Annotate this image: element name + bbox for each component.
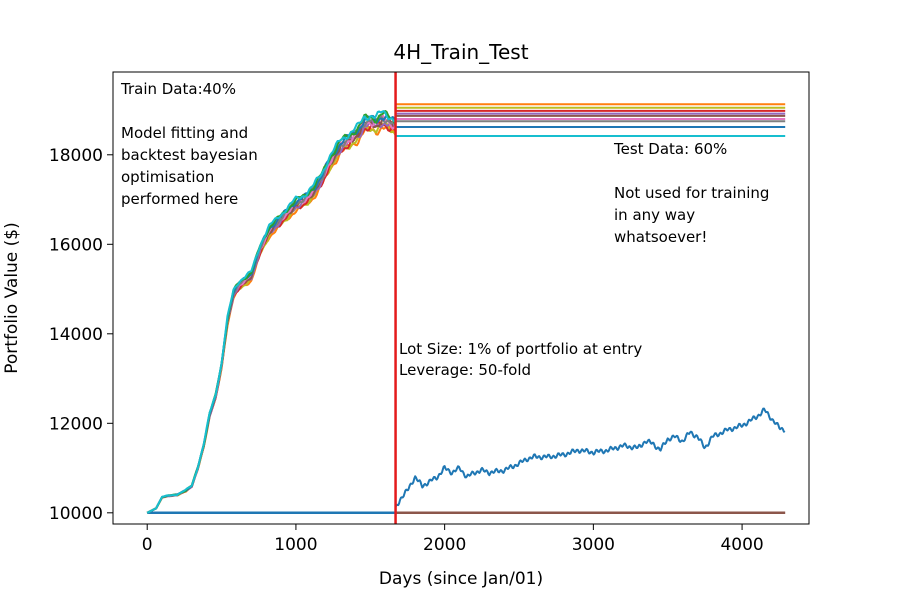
x-tick-label-1: 1000	[274, 535, 317, 555]
annotation-train-line-4: optimisation	[121, 168, 214, 186]
annotation-train-line-2: Model fitting and	[121, 124, 248, 142]
annotation-train-line-3: backtest bayesian	[121, 146, 258, 164]
train-series-9	[146, 110, 396, 514]
annotation-lot-line-1: Leverage: 50-fold	[399, 361, 531, 379]
y-tick-label-4: 18000	[49, 146, 103, 166]
x-tick-label-2: 2000	[423, 535, 466, 555]
y-tick-label-0: 10000	[49, 504, 103, 524]
annotation-train-line-5: performed here	[121, 190, 238, 208]
series-layer	[146, 72, 786, 524]
annotation-layer: Train Data:40% Model fitting and backtest …	[120, 80, 769, 379]
axis-layer: 0 1000 2000 3000 4000 10000 12000 14000 16000 180…	[49, 146, 764, 555]
annotation-test-line-3: in any way	[614, 206, 695, 224]
annotation-test-line-0: Test Data: 60%	[613, 140, 727, 158]
x-axis-label: Days (since Jan/01)	[379, 569, 543, 589]
y-axis-label: Portfolio Value ($)	[2, 222, 22, 374]
y-tick-label-1: 12000	[49, 414, 103, 434]
annotation-lot-line-0: Lot Size: 1% of portfolio at entry	[399, 340, 642, 358]
annotation-test-line-2: Not used for training	[614, 184, 769, 202]
x-tick-label-3: 3000	[572, 535, 615, 555]
annotation-test-line-4: whatsoever!	[614, 228, 707, 246]
x-tick-label-4: 4000	[720, 535, 763, 555]
annotation-train-line-0: Train Data:40%	[120, 80, 236, 98]
test-series-line	[394, 407, 786, 508]
plot-frame	[112, 71, 810, 525]
chart-title: 4H_Train_Test	[393, 40, 528, 64]
y-tick-label-3: 16000	[49, 235, 103, 255]
x-tick-label-0: 0	[142, 535, 153, 555]
y-tick-label-2: 14000	[49, 325, 103, 345]
